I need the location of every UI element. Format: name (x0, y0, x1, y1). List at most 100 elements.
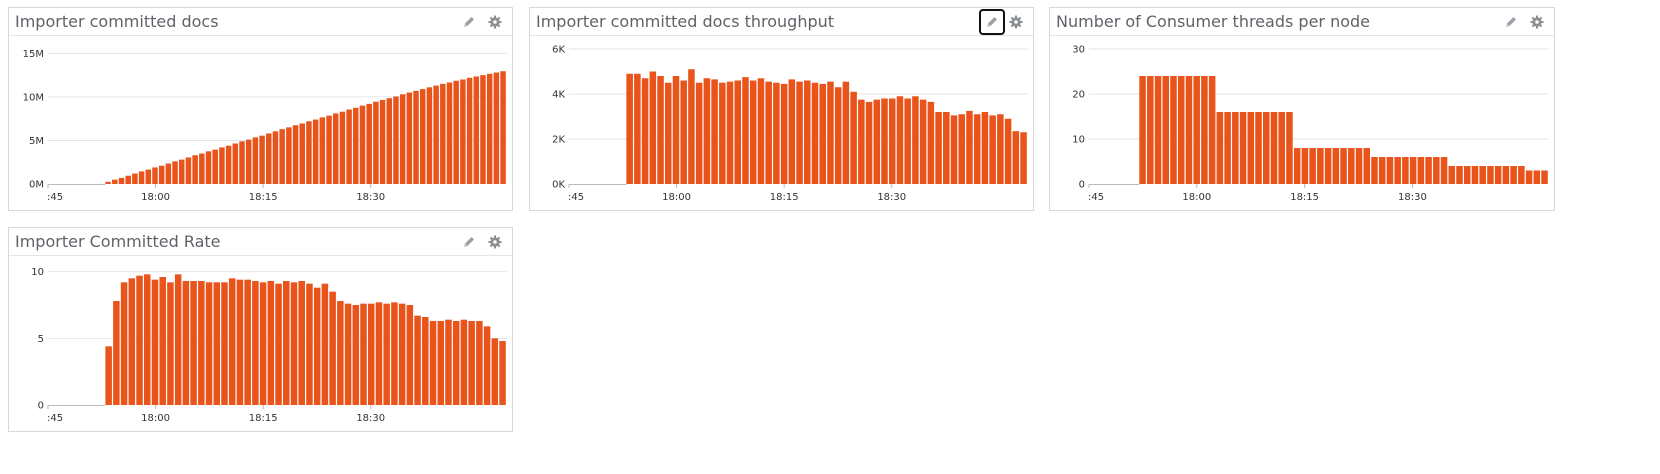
bar (888, 98, 896, 184)
bar (1502, 166, 1510, 184)
bar (419, 89, 426, 184)
bar (468, 321, 475, 405)
bar (266, 133, 272, 184)
bar (966, 110, 973, 185)
bar (1208, 76, 1216, 184)
bar (1402, 157, 1409, 184)
bar (158, 165, 165, 184)
bar (1301, 148, 1309, 184)
bar (1332, 148, 1340, 184)
bar (445, 319, 452, 405)
bar (850, 91, 857, 184)
pencil-icon[interactable] (979, 9, 1005, 35)
x-tick-label: 18:30 (356, 413, 385, 424)
bar (1201, 76, 1208, 184)
bar (483, 326, 491, 405)
bar (326, 115, 332, 184)
bar (298, 281, 305, 405)
bar (212, 149, 218, 184)
bar (159, 277, 166, 405)
y-tick-label: 10 (31, 267, 44, 278)
pencil-icon[interactable] (458, 11, 480, 33)
y-tick-label: 0M (29, 180, 44, 191)
panel-title: Number of Consumer threads per node (1056, 12, 1370, 31)
bar (466, 77, 473, 184)
bar (493, 72, 500, 184)
bar (406, 305, 414, 405)
bar (236, 279, 244, 405)
bar (1440, 157, 1448, 184)
x-tick-label: 18:15 (770, 192, 799, 203)
bar (360, 303, 367, 405)
bar (1378, 157, 1386, 184)
x-tick-label: 18:00 (662, 192, 691, 203)
bar (120, 282, 128, 405)
bar (827, 81, 834, 185)
bar (1255, 112, 1262, 184)
bar-chart-consumer-threads: 0 10 20 30:45 18:00 18:15 18:30 (1072, 45, 1549, 203)
bar (711, 79, 718, 185)
pencil-icon[interactable] (458, 231, 480, 253)
bar (219, 147, 225, 184)
bar (228, 278, 236, 405)
bar (306, 283, 313, 405)
bar-chart-committed-rate: 0 5 10:45 18:00 18:15 18:30 (31, 267, 507, 424)
bar (480, 75, 486, 184)
bar (259, 282, 267, 405)
bar (245, 139, 252, 184)
bar (205, 151, 212, 184)
bar (225, 145, 232, 184)
bar (112, 179, 118, 184)
bar (190, 281, 197, 405)
panel-committed-docs-throughput: Importer committed docs throughput 0K 2K 4… (529, 7, 1034, 211)
bar (379, 99, 386, 184)
bar (299, 123, 305, 184)
bar (742, 77, 749, 185)
bar (165, 163, 172, 184)
gear-icon[interactable] (1005, 11, 1027, 33)
bar (981, 112, 989, 184)
bar (213, 282, 221, 405)
bar (167, 282, 174, 405)
bar (1139, 76, 1146, 184)
bar (1170, 76, 1177, 184)
bar (950, 115, 958, 185)
bar (1433, 157, 1440, 184)
bar (128, 278, 136, 405)
panel-title: Importer Committed Rate (15, 232, 221, 251)
bar (440, 83, 446, 184)
gear-icon[interactable] (484, 231, 506, 253)
bar (1494, 166, 1502, 184)
bar (344, 303, 352, 405)
bar (904, 98, 911, 184)
bar (626, 73, 633, 184)
bar (422, 317, 429, 405)
bar (375, 302, 383, 405)
bar (1004, 118, 1012, 184)
gear-icon[interactable] (1526, 11, 1548, 33)
bar (1541, 170, 1548, 184)
y-tick-label: 0 (38, 401, 44, 412)
panel-title: Importer committed docs throughput (536, 12, 835, 31)
bar (989, 115, 996, 185)
bar (406, 92, 413, 184)
bar (413, 90, 419, 184)
bar (433, 85, 439, 184)
bar (182, 281, 190, 405)
bar (634, 73, 641, 184)
bar (499, 341, 506, 405)
bar (734, 80, 742, 184)
bar (352, 305, 360, 405)
bar (703, 78, 711, 184)
bar (935, 112, 942, 184)
bar (453, 80, 459, 184)
gear-icon[interactable] (484, 11, 506, 33)
pencil-icon[interactable] (1500, 11, 1522, 33)
bar (353, 107, 359, 184)
y-tick-label: 4K (552, 90, 565, 101)
bar (1340, 148, 1347, 184)
bar (437, 321, 445, 405)
bar (1270, 112, 1278, 184)
bar (279, 129, 285, 184)
x-tick-label: 18:00 (141, 413, 170, 424)
